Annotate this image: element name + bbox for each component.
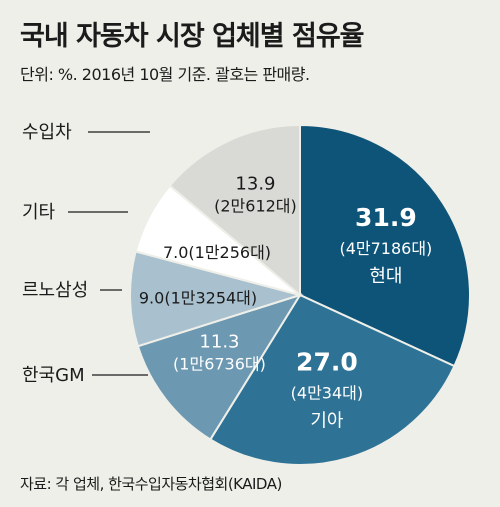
slice-label-5: 7.0(1만256대) [163,243,271,262]
category-label-5: 기타 [22,202,56,223]
slice-name-2: 기아 [310,411,344,432]
category-label-6: 수입차 [22,122,72,143]
pie-slice-3 [136,293,303,441]
slice-sales-6: (2만612대) [214,196,297,215]
slice-name-1: 현대 [369,266,402,287]
chart-subtitle: 단위: %. 2016년 10월 기준. 괄호는 판매량. [20,65,310,84]
slice-value-1: 31.9 [355,203,417,232]
slice-value-2: 27.0 [296,348,358,377]
slice-label-4: 9.0(1만3254대) [139,288,257,307]
slice-value-6: 13.9 [235,173,275,194]
category-label-4: 르노삼성 [22,280,88,301]
pie-slice-1 [299,123,471,368]
chart-title: 국내 자동차 시장 업체별 점유율 [20,21,365,52]
pie-slice-4 [129,250,304,348]
source-note: 자료: 각 업체, 한국수입자동차협회(KAIDA) [20,475,282,493]
slice-value-3: 11.3 [199,332,239,353]
category-label-3: 한국GM [22,365,85,386]
slice-sales-3: (1만6736대) [173,355,266,374]
pie-slice-6 [168,123,301,298]
slice-sales-2: (4만34대) [291,384,363,403]
slice-sales-1: (4만7186대) [339,239,432,258]
pie-slice-2 [208,293,456,466]
